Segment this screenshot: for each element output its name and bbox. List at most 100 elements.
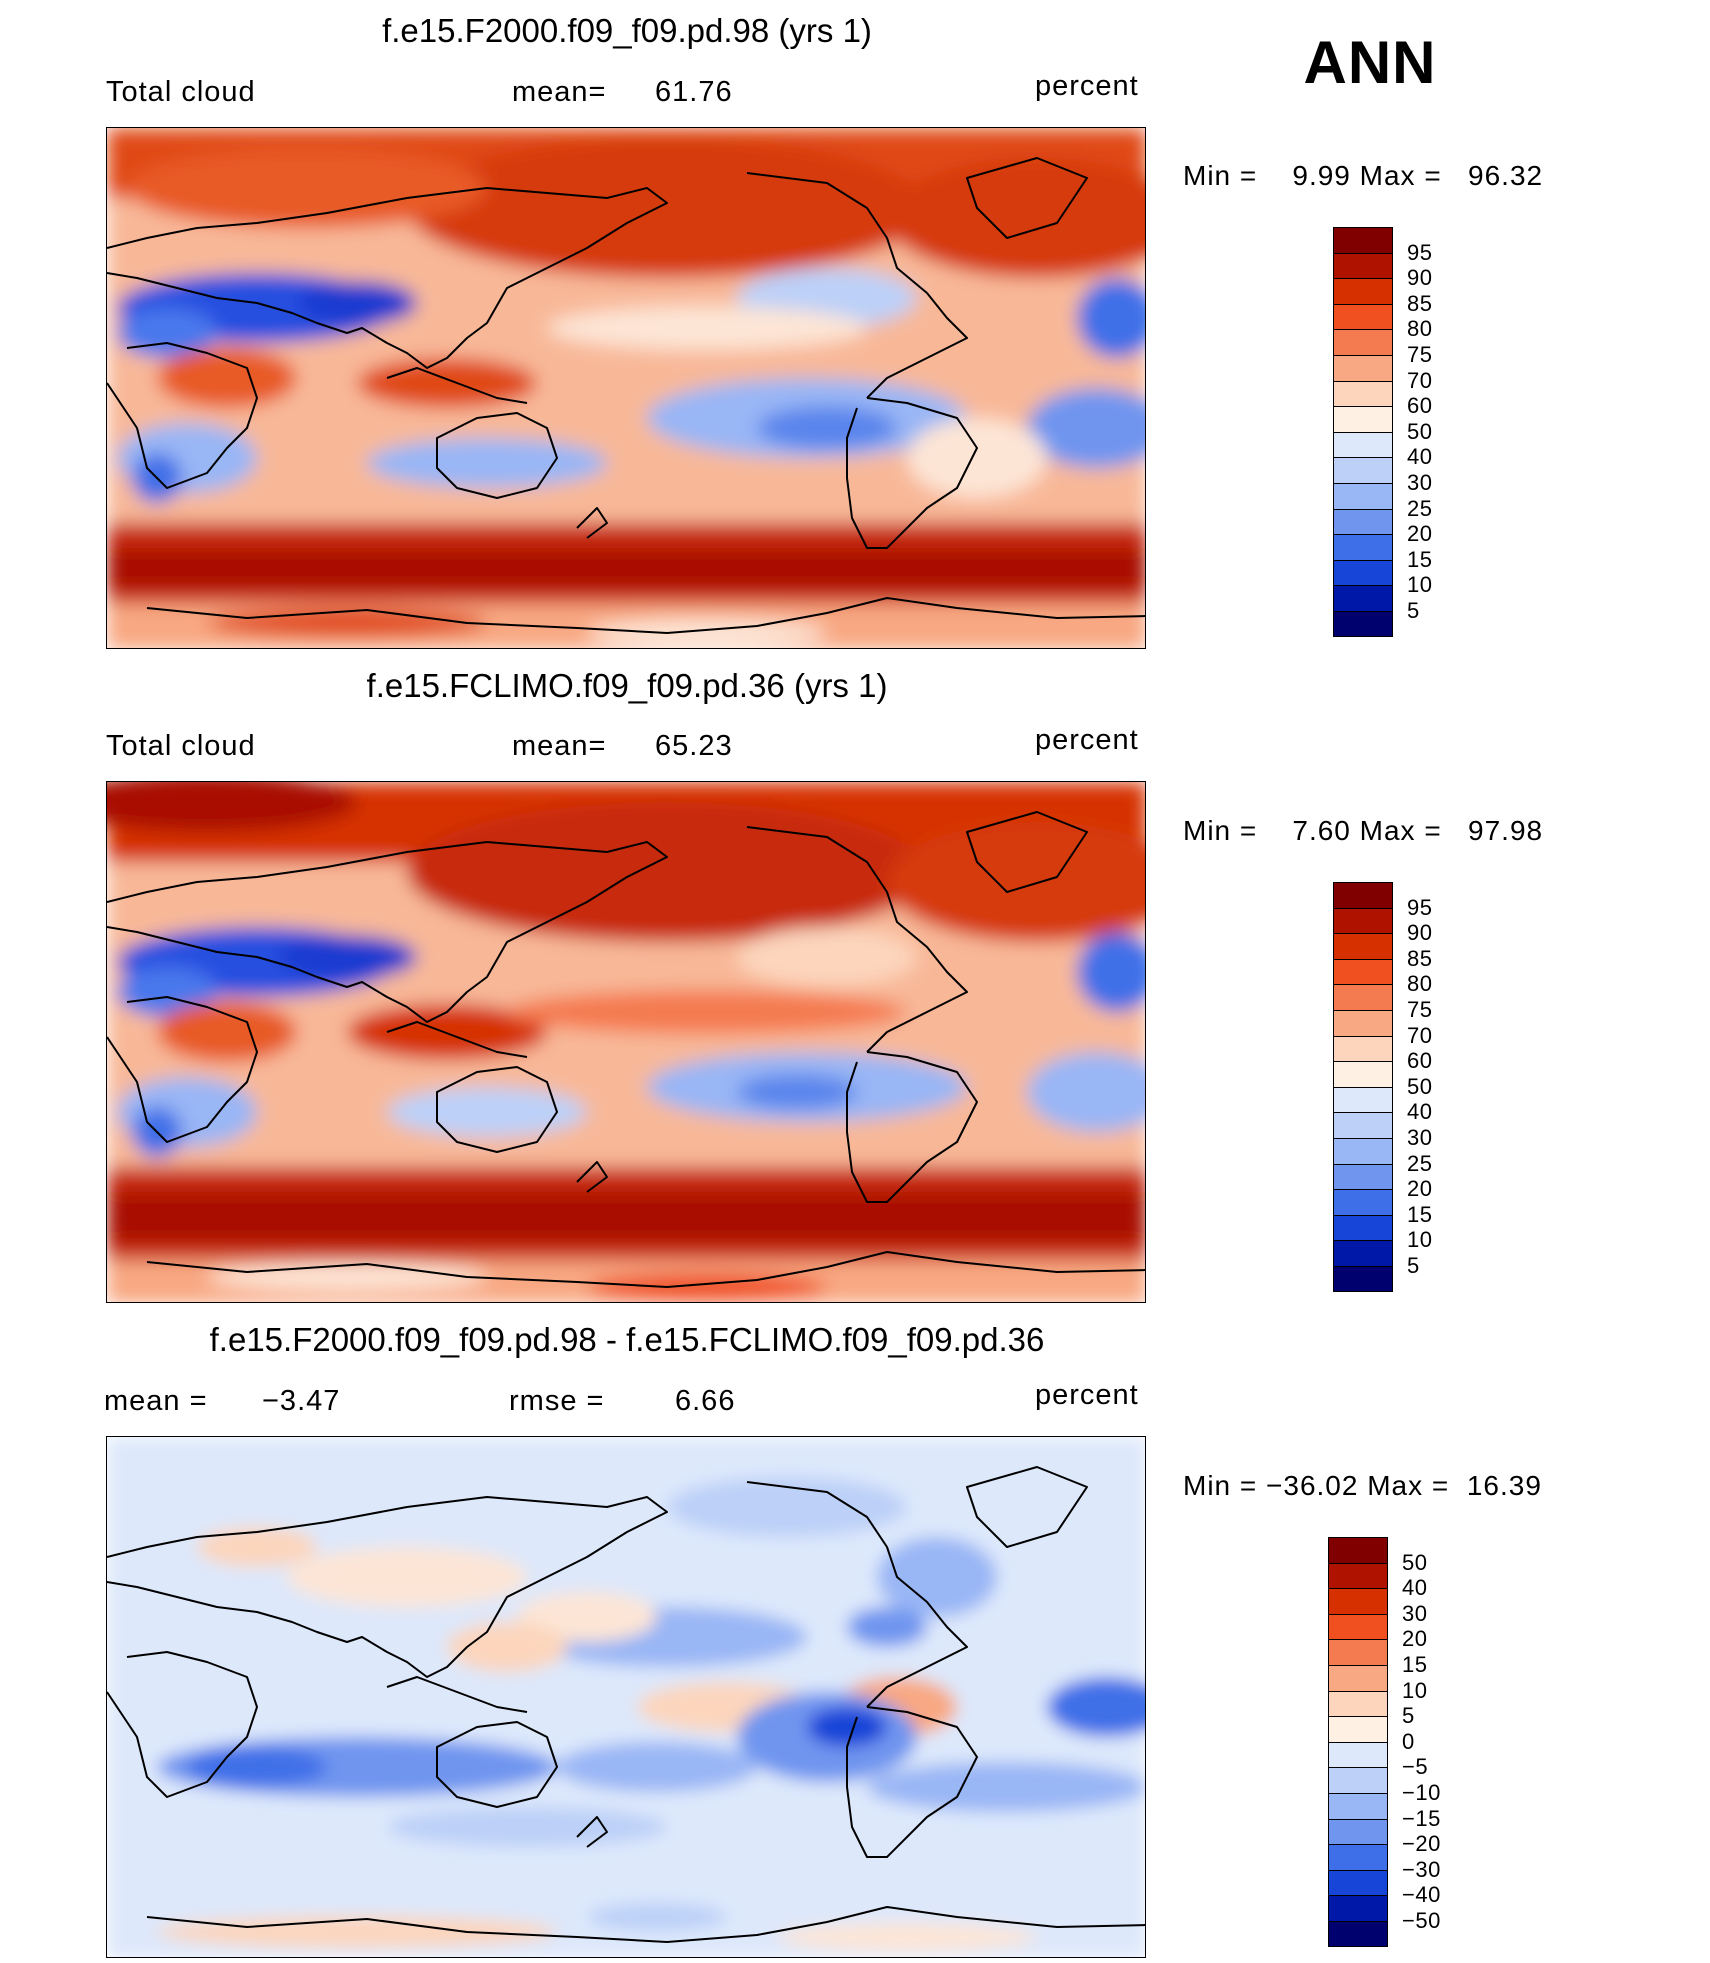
panel-1-coastlines: [107, 157, 1145, 634]
colorbar-cell: [1333, 534, 1393, 560]
colorbar-cell: [1328, 1588, 1388, 1614]
panel-1-mean-label: mean=: [512, 76, 607, 108]
colorbar-tick-label: 95: [1407, 239, 1433, 265]
colorbar-tick-label: 25: [1407, 495, 1433, 521]
colorbar-tick-label: −15: [1402, 1805, 1441, 1831]
colorbar-cell: [1333, 431, 1393, 458]
panel-3-map: [106, 1436, 1146, 1958]
panel-1-units: percent: [1035, 70, 1139, 102]
colorbar-tick-label: −30: [1402, 1856, 1441, 1882]
colorbar-cell: [1333, 611, 1393, 637]
panel-3-map-svg: [107, 1437, 1145, 1957]
colorbar-tick-label: 80: [1407, 971, 1433, 997]
colorbar-cell: [1328, 1818, 1388, 1845]
colorbar-frame: [1333, 882, 1393, 1292]
colorbar-cell: [1333, 984, 1393, 1010]
colorbar-tick-label: 30: [1407, 470, 1433, 495]
colorbar-tick-label: 90: [1407, 920, 1433, 946]
panel-1-title: f.e15.F2000.f09_f09.pd.98 (yrs 1): [382, 12, 872, 49]
colorbar-cell: [1328, 1767, 1388, 1793]
panel-3-min-label: Min =: [1183, 1470, 1258, 1501]
panel-3-max-label: Max =: [1367, 1470, 1450, 1501]
colorbar-cell: [1328, 1639, 1388, 1665]
colorbar-cell: [1328, 1665, 1388, 1691]
colorbar-cell: [1328, 1921, 1388, 1947]
colorbar-tick-label: 40: [1402, 1575, 1428, 1601]
panel-2-coastlines: [107, 811, 1145, 1288]
colorbar-tick-label: 5: [1402, 1703, 1415, 1729]
colorbar-tick-label: 30: [1407, 1125, 1433, 1150]
colorbar-tick-label: 15: [1407, 546, 1433, 572]
colorbar-cell: [1333, 1138, 1393, 1164]
colorbar-cell: [1333, 355, 1393, 381]
colorbar-tick-label: −5: [1402, 1754, 1429, 1780]
colorbar-cell: [1333, 1214, 1393, 1241]
panel-2-min-label: Min =: [1183, 815, 1258, 846]
panel-1-map: [106, 127, 1146, 649]
panel-1-minmax: Min = 9.99 Max = 96.32: [1183, 160, 1543, 192]
colorbar-cell: [1333, 958, 1393, 985]
panel-2-max-value: 97.98: [1468, 815, 1544, 846]
colorbar-tick-label: 95: [1407, 894, 1433, 920]
colorbar-tick-label: 50: [1407, 418, 1433, 444]
colorbar-cell: [1333, 907, 1393, 934]
colorbar-tick-label: 50: [1407, 1073, 1433, 1099]
colorbar-cell: [1333, 483, 1393, 509]
colorbar-cell: [1328, 1562, 1388, 1589]
panel-3-coastlines: [107, 1466, 1145, 1943]
panel-3-min-value: −36.02: [1266, 1470, 1359, 1501]
colorbar-tick-label: 10: [1402, 1677, 1428, 1703]
colorbar-cell: [1333, 508, 1393, 535]
panel-1-min-value: 9.99: [1292, 160, 1351, 191]
panel-3-max-value: 16.39: [1466, 1470, 1542, 1501]
colorbar-cell: [1333, 329, 1393, 355]
colorbar-cell: [1328, 1741, 1388, 1768]
colorbar-tick-label: 20: [1407, 1176, 1433, 1202]
panel-3-mean-label: mean =: [104, 1385, 208, 1417]
colorbar-cell: [1333, 227, 1393, 253]
colorbar-cell: [1333, 1163, 1393, 1190]
colorbar-cell: [1328, 1537, 1388, 1563]
colorbar-tick-label: 5: [1407, 598, 1420, 623]
colorbar-cell: [1328, 1895, 1388, 1921]
panel-2-title: f.e15.FCLIMO.f09_f09.pd.36 (yrs 1): [366, 667, 888, 704]
colorbar-tick-label: −10: [1402, 1780, 1441, 1805]
colorbar-cell: [1333, 933, 1393, 959]
colorbar-tick-label: 15: [1407, 1201, 1433, 1227]
colorbar-cell: [1328, 1844, 1388, 1870]
colorbar-cell: [1328, 1690, 1388, 1717]
colorbar-tick-label: 30: [1402, 1600, 1428, 1626]
panel-2-mean-label: mean=: [512, 730, 607, 762]
colorbar-tick-label: 75: [1407, 997, 1433, 1022]
colorbar-tick-label: 60: [1407, 1048, 1433, 1074]
colorbar-tick-label: 10: [1407, 1227, 1433, 1253]
colorbar-tick-label: 40: [1407, 444, 1433, 470]
colorbar-cell: [1333, 252, 1393, 279]
colorbar-cell: [1333, 1010, 1393, 1036]
colorbar-tick-label: −50: [1402, 1908, 1441, 1933]
colorbar-tick-label: 25: [1407, 1150, 1433, 1176]
colorbar-cell: [1333, 1086, 1393, 1113]
panel-1-max-value: 96.32: [1468, 160, 1544, 191]
colorbar-cell: [1328, 1869, 1388, 1896]
colorbar-tick-label: 90: [1407, 265, 1433, 291]
colorbar-tick-label: 20: [1407, 521, 1433, 547]
colorbar-tick-label: 20: [1402, 1626, 1428, 1652]
panel-3-units: percent: [1035, 1379, 1139, 1411]
colorbar-cell: [1333, 457, 1393, 483]
colorbar-tick-label: 15: [1402, 1652, 1428, 1677]
colorbar-tick-label: 70: [1407, 1022, 1433, 1048]
colorbar-tick-label: 75: [1407, 342, 1433, 367]
panel-3-title: f.e15.F2000.f09_f09.pd.98 - f.e15.FCLIMO…: [209, 1321, 1045, 1358]
colorbar-tick-label: 0: [1402, 1728, 1415, 1754]
panel-2-mean-value: 65.23: [655, 730, 733, 762]
colorbar-tick-label: 5: [1407, 1253, 1420, 1278]
panel-2-variable-label: Total cloud: [106, 730, 256, 762]
season-label: ANN: [1303, 29, 1437, 96]
colorbar-tick-label: 85: [1407, 945, 1433, 971]
panel-3-rmse-label: rmse =: [509, 1385, 605, 1417]
colorbar-cell: [1333, 1035, 1393, 1062]
colorbar-cell: [1333, 406, 1393, 432]
colorbar-cell: [1333, 1240, 1393, 1266]
panel-2-map-svg: [107, 782, 1145, 1302]
